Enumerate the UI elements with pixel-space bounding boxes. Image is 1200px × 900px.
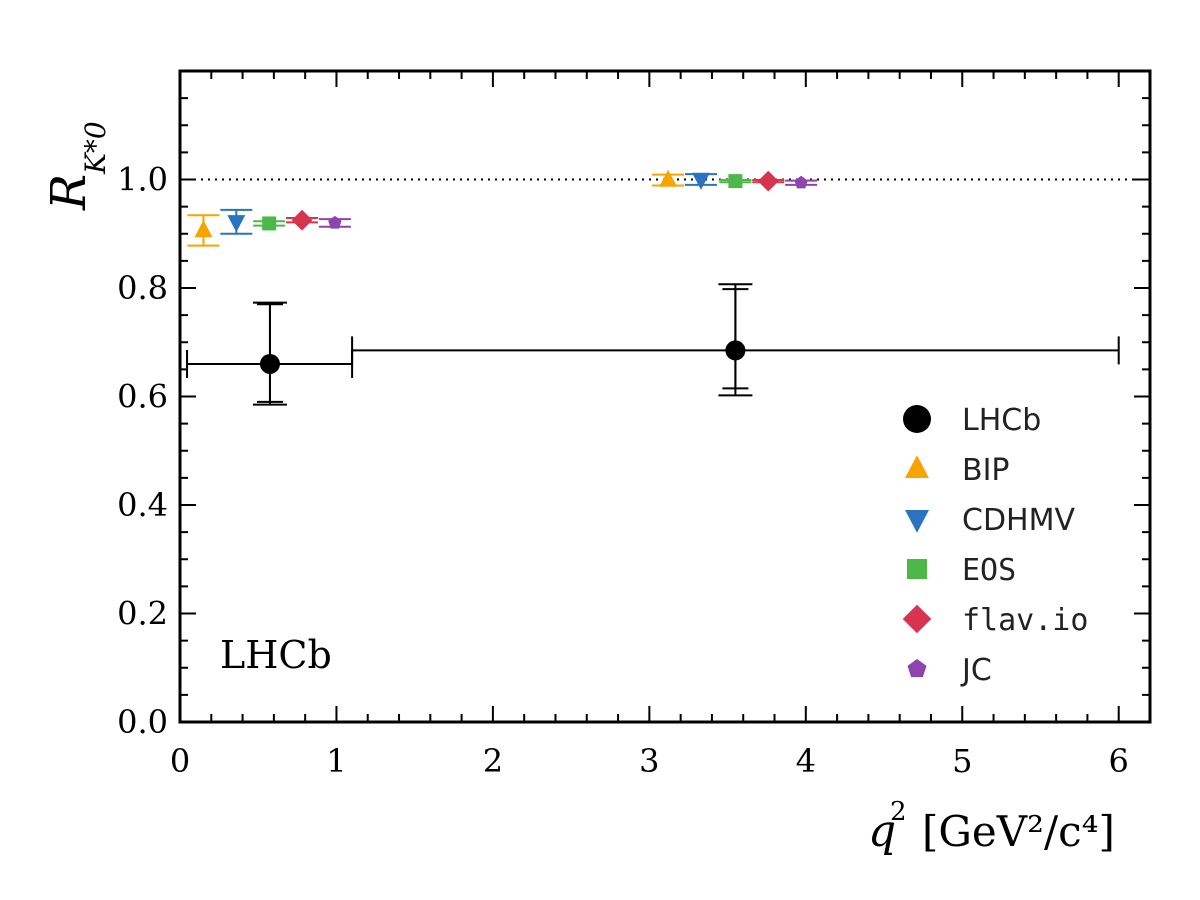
x-tick-label: 4 [796, 742, 816, 780]
series-eos [253, 174, 752, 231]
x-axis-title-main: q [868, 806, 896, 857]
legend-marker [902, 604, 932, 634]
y-axis-title: R K*0 [41, 121, 112, 211]
legend-item: flav.io [902, 603, 1088, 638]
x-tick-label: 5 [952, 742, 972, 780]
x-tick-label: 0 [170, 742, 190, 780]
data-point [262, 216, 277, 231]
data-point [728, 174, 743, 189]
series-flavio [286, 170, 785, 231]
series-lhcb [186, 283, 1120, 406]
legend-marker [907, 559, 927, 579]
series-jc [318, 175, 818, 229]
tick-layer [179, 71, 1150, 723]
data-point [259, 353, 280, 374]
legend-item: BIP [905, 453, 1010, 488]
x-tick-label: 6 [1109, 742, 1129, 780]
data-layer [186, 169, 1120, 406]
legend-label: JC [960, 653, 992, 688]
data-point [725, 340, 746, 361]
legend: LHCb BIP CDHMV EOS flav.io JC [902, 403, 1088, 688]
legend-item: LHCb [903, 403, 1041, 438]
legend-marker [905, 455, 929, 478]
y-tick-label: 0.6 [117, 378, 168, 416]
x-tick-label: 3 [639, 742, 659, 780]
series-cdhmv [220, 172, 717, 235]
data-point [757, 170, 779, 192]
legend-item: JC [907, 653, 992, 688]
legend-label: EOS [962, 553, 1016, 588]
x-axis-title-exp: 2 [890, 797, 907, 827]
legend-item: EOS [907, 553, 1016, 588]
y-tick-label: 0.0 [117, 703, 168, 741]
data-point [794, 175, 808, 189]
legend-marker [905, 510, 929, 533]
data-point [194, 220, 213, 238]
legend-marker [903, 405, 931, 433]
data-point [227, 215, 246, 233]
data-point [691, 172, 710, 190]
legend-item: CDHMV [905, 503, 1075, 538]
y-tick-label: 0.2 [117, 595, 168, 633]
y-axis-title-main: R [41, 174, 97, 211]
y-axis-title-sub: K*0 [79, 121, 112, 175]
x-axis-title-units: [GeV²/c⁴] [922, 807, 1115, 856]
legend-marker [907, 659, 927, 678]
legend-label: CDHMV [962, 503, 1075, 538]
series-bip [187, 169, 685, 247]
legend-label: BIP [962, 453, 1010, 488]
y-tick-label: 0.4 [117, 486, 168, 524]
x-tick-label: 2 [483, 742, 503, 780]
annotation-text: LHCb [220, 633, 332, 677]
y-tick-label: 1.0 [117, 161, 168, 199]
data-point [291, 209, 313, 231]
legend-label: flav.io [962, 603, 1088, 638]
x-axis-title: q 2 [GeV²/c⁴] [868, 797, 1115, 857]
data-point [328, 215, 342, 229]
y-tick-label: 0.8 [117, 269, 168, 307]
data-point [659, 169, 678, 187]
legend-label: LHCb [962, 403, 1041, 438]
tick-label-layer: 0 1 2 3 4 5 6 0.0 0.2 0.4 0.6 0.8 1.0 [117, 161, 1129, 781]
x-tick-label: 1 [326, 742, 346, 780]
